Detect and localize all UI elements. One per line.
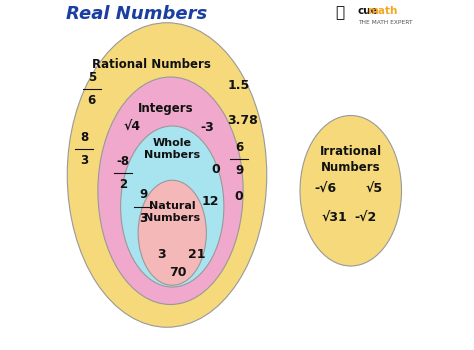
Text: 3: 3: [157, 248, 166, 261]
Ellipse shape: [300, 116, 401, 266]
Ellipse shape: [138, 180, 206, 285]
Text: 5: 5: [88, 71, 96, 84]
Text: Natural
Numbers: Natural Numbers: [144, 201, 201, 223]
Text: 2: 2: [119, 178, 128, 191]
Text: 3.78: 3.78: [227, 114, 258, 127]
Ellipse shape: [120, 126, 224, 287]
Text: -8: -8: [117, 155, 130, 168]
Text: Rational Numbers: Rational Numbers: [92, 58, 210, 71]
Text: THE MATH EXPERT: THE MATH EXPERT: [358, 20, 412, 25]
Text: -√6: -√6: [315, 182, 337, 196]
Text: 🚀: 🚀: [336, 5, 345, 20]
Text: 9: 9: [139, 188, 147, 202]
Ellipse shape: [67, 23, 267, 327]
Text: 6: 6: [88, 94, 96, 107]
Text: -√2: -√2: [354, 212, 376, 225]
Text: 0: 0: [234, 189, 243, 203]
Text: -3: -3: [201, 121, 214, 134]
Text: cue: cue: [358, 6, 379, 16]
Text: 70: 70: [169, 266, 187, 279]
Text: 1.5: 1.5: [228, 79, 250, 92]
Text: Irrational
Numbers: Irrational Numbers: [319, 145, 382, 174]
Ellipse shape: [98, 77, 243, 304]
Text: 8: 8: [80, 131, 88, 144]
Text: √4: √4: [123, 121, 141, 134]
Text: 3: 3: [139, 211, 147, 225]
Text: math: math: [367, 6, 398, 16]
Text: 6: 6: [235, 141, 243, 154]
Text: 21: 21: [188, 248, 206, 261]
Text: 3: 3: [80, 154, 88, 167]
Text: 0: 0: [211, 163, 220, 176]
Text: Real Numbers: Real Numbers: [65, 5, 207, 23]
Text: Whole
Numbers: Whole Numbers: [144, 138, 201, 160]
Text: √31: √31: [321, 212, 347, 225]
Text: 12: 12: [202, 195, 219, 208]
Text: Integers: Integers: [137, 102, 193, 115]
Text: 9: 9: [235, 164, 243, 177]
Text: √5: √5: [366, 182, 383, 196]
